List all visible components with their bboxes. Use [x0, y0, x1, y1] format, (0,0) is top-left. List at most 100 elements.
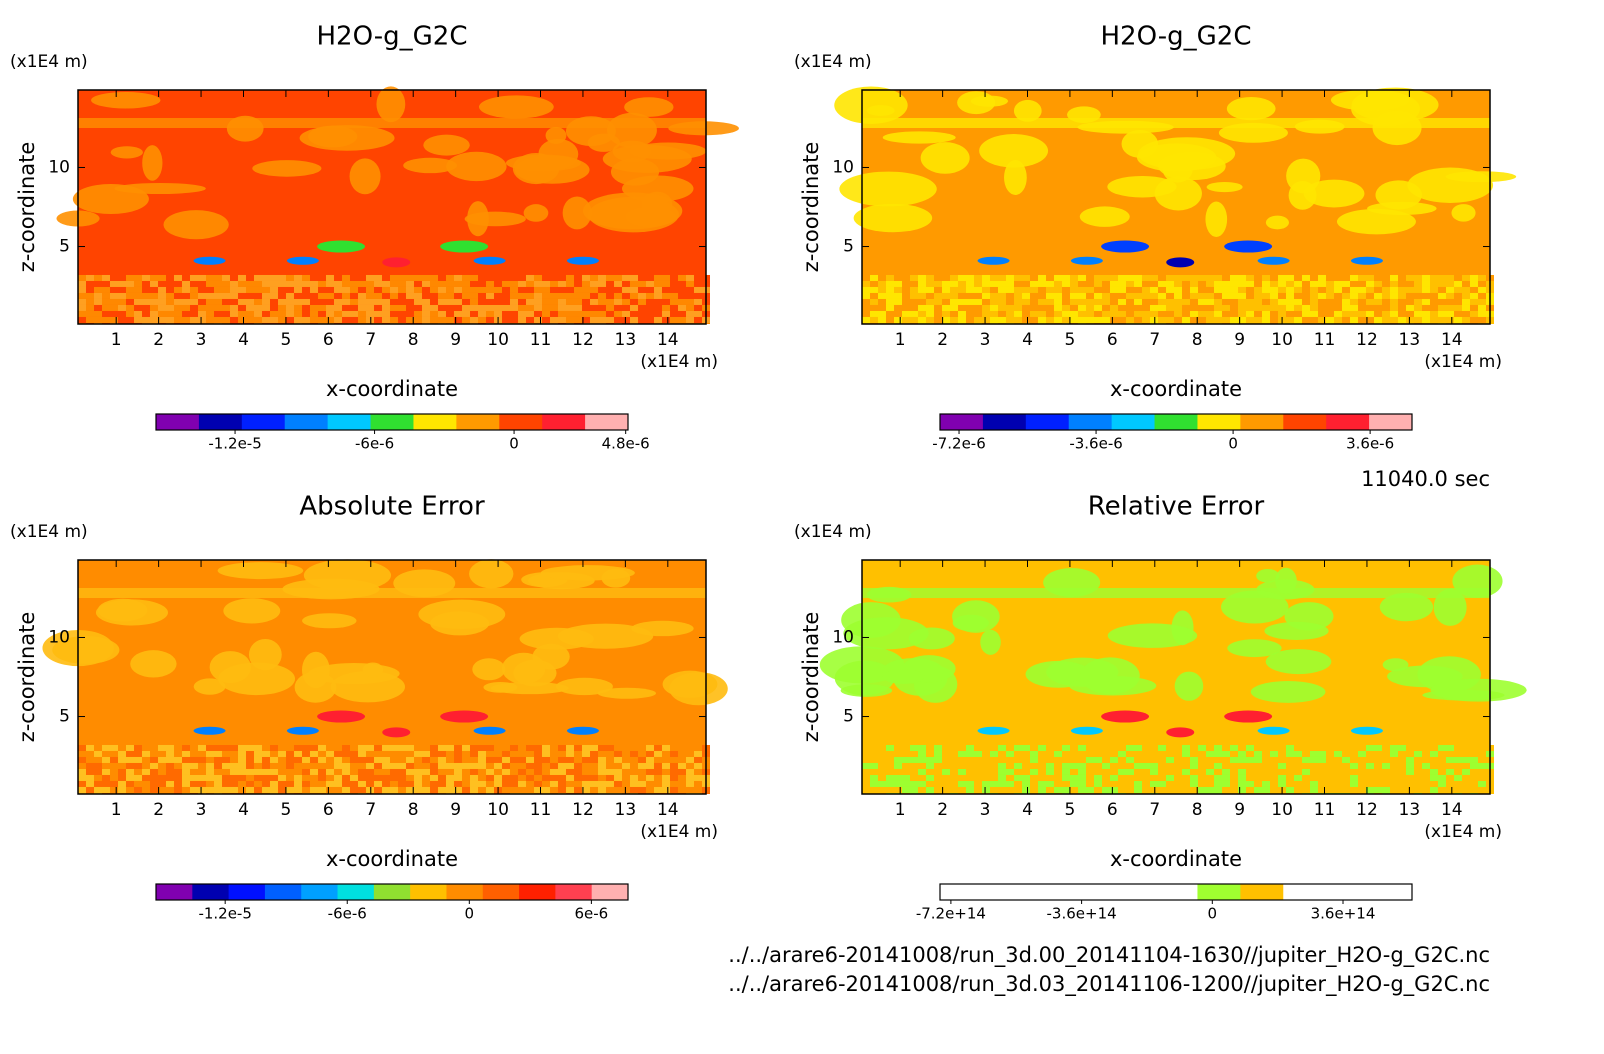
field-speckle [142, 298, 150, 305]
field-speckle [1414, 280, 1422, 287]
field-speckle [1326, 744, 1334, 751]
field-speckle [1222, 774, 1230, 781]
field-speckle [1358, 280, 1366, 287]
field-speckle [94, 280, 102, 287]
field-speckle [414, 310, 422, 317]
field-speckle [78, 274, 86, 281]
field-speckle [950, 768, 958, 775]
contour-field [42, 559, 728, 794]
field-speckle [550, 774, 558, 781]
field-speckle [1174, 292, 1182, 299]
field-speckle [334, 280, 342, 287]
field-speckle [1390, 292, 1398, 299]
field-speckle [246, 780, 254, 787]
field-speckle [1006, 780, 1014, 787]
field-speckle [1014, 756, 1022, 763]
field-speckle [286, 750, 294, 757]
field-speckle [1326, 316, 1334, 323]
field-speckle [982, 786, 990, 793]
field-speckle [302, 280, 310, 287]
field-speckle [110, 780, 118, 787]
field-speckle [574, 310, 582, 317]
field-speckle [918, 274, 926, 281]
colorbar-box [413, 414, 457, 430]
field-speckle [550, 280, 558, 287]
field-speckle [1046, 292, 1054, 299]
contour-field [819, 560, 1527, 794]
field-speckle [118, 298, 126, 305]
field-speckle [1310, 756, 1318, 763]
field-speckle [1334, 316, 1342, 323]
field-speckle [1438, 304, 1446, 311]
field-speckle [558, 762, 566, 769]
field-speckle [1278, 292, 1286, 299]
field-speckle [590, 292, 598, 299]
field-speckle [374, 274, 382, 281]
field-speckle [1446, 280, 1454, 287]
field-speckle [302, 310, 310, 317]
field-speckle [454, 310, 462, 317]
field-speckle [894, 768, 902, 775]
field-speckle [1366, 286, 1374, 293]
field-speckle [558, 286, 566, 293]
field-speckle [1078, 310, 1086, 317]
field-speckle [1134, 756, 1142, 763]
field-speckle [542, 316, 550, 323]
field-speckle [262, 310, 270, 317]
field-speckle [1198, 286, 1206, 293]
field-speckle [102, 310, 110, 317]
field-speckle [206, 298, 214, 305]
field-speckle [910, 786, 918, 793]
field-speckle [1374, 750, 1382, 757]
field-speckle [1182, 780, 1190, 787]
field-speckle [526, 304, 534, 311]
field-speckle [222, 762, 230, 769]
field-speckle [1094, 774, 1102, 781]
field-speckle [646, 316, 654, 323]
field-speckle [542, 274, 550, 281]
field-speckle [902, 286, 910, 293]
x-tick-label: 10 [1271, 330, 1293, 350]
field-speckle [590, 310, 598, 317]
field-speckle [1110, 298, 1118, 305]
field-speckle [1470, 304, 1478, 311]
field-speckle [406, 298, 414, 305]
field-speckle [1182, 310, 1190, 317]
x-tick-label: 14 [657, 800, 679, 820]
field-speckle [878, 780, 886, 787]
field-speckle [390, 768, 398, 775]
field-speckle [414, 756, 422, 763]
field-speckle [950, 280, 958, 287]
field-speckle [614, 298, 622, 305]
field-speckle [998, 786, 1006, 793]
field-speckle [1302, 774, 1310, 781]
field-speckle [862, 286, 870, 293]
field-speckle [694, 774, 702, 781]
field-speckle [870, 286, 878, 293]
field-speckle [294, 774, 302, 781]
field-speckle [182, 280, 190, 287]
field-speckle [582, 780, 590, 787]
field-speckle [638, 756, 646, 763]
field-speckle [310, 744, 318, 751]
field-speckle [894, 316, 902, 323]
field-speckle [254, 292, 262, 299]
field-speckle [1302, 768, 1310, 775]
field-speckle [502, 762, 510, 769]
field-speckle [1470, 744, 1478, 751]
field-speckle [862, 768, 870, 775]
field-speckle [502, 274, 510, 281]
field-speckle [550, 286, 558, 293]
field-speckle [1182, 316, 1190, 323]
field-speckle [1382, 756, 1390, 763]
field-speckle [1070, 744, 1078, 751]
field-speckle [86, 768, 94, 775]
field-speckle [414, 780, 422, 787]
field-speckle [1022, 286, 1030, 293]
field-speckle [262, 298, 270, 305]
field-speckle [1446, 762, 1454, 769]
field-speckle [486, 744, 494, 751]
field-speckle [694, 274, 702, 281]
x-tick-label: 10 [487, 800, 509, 820]
field-speckle [438, 786, 446, 793]
